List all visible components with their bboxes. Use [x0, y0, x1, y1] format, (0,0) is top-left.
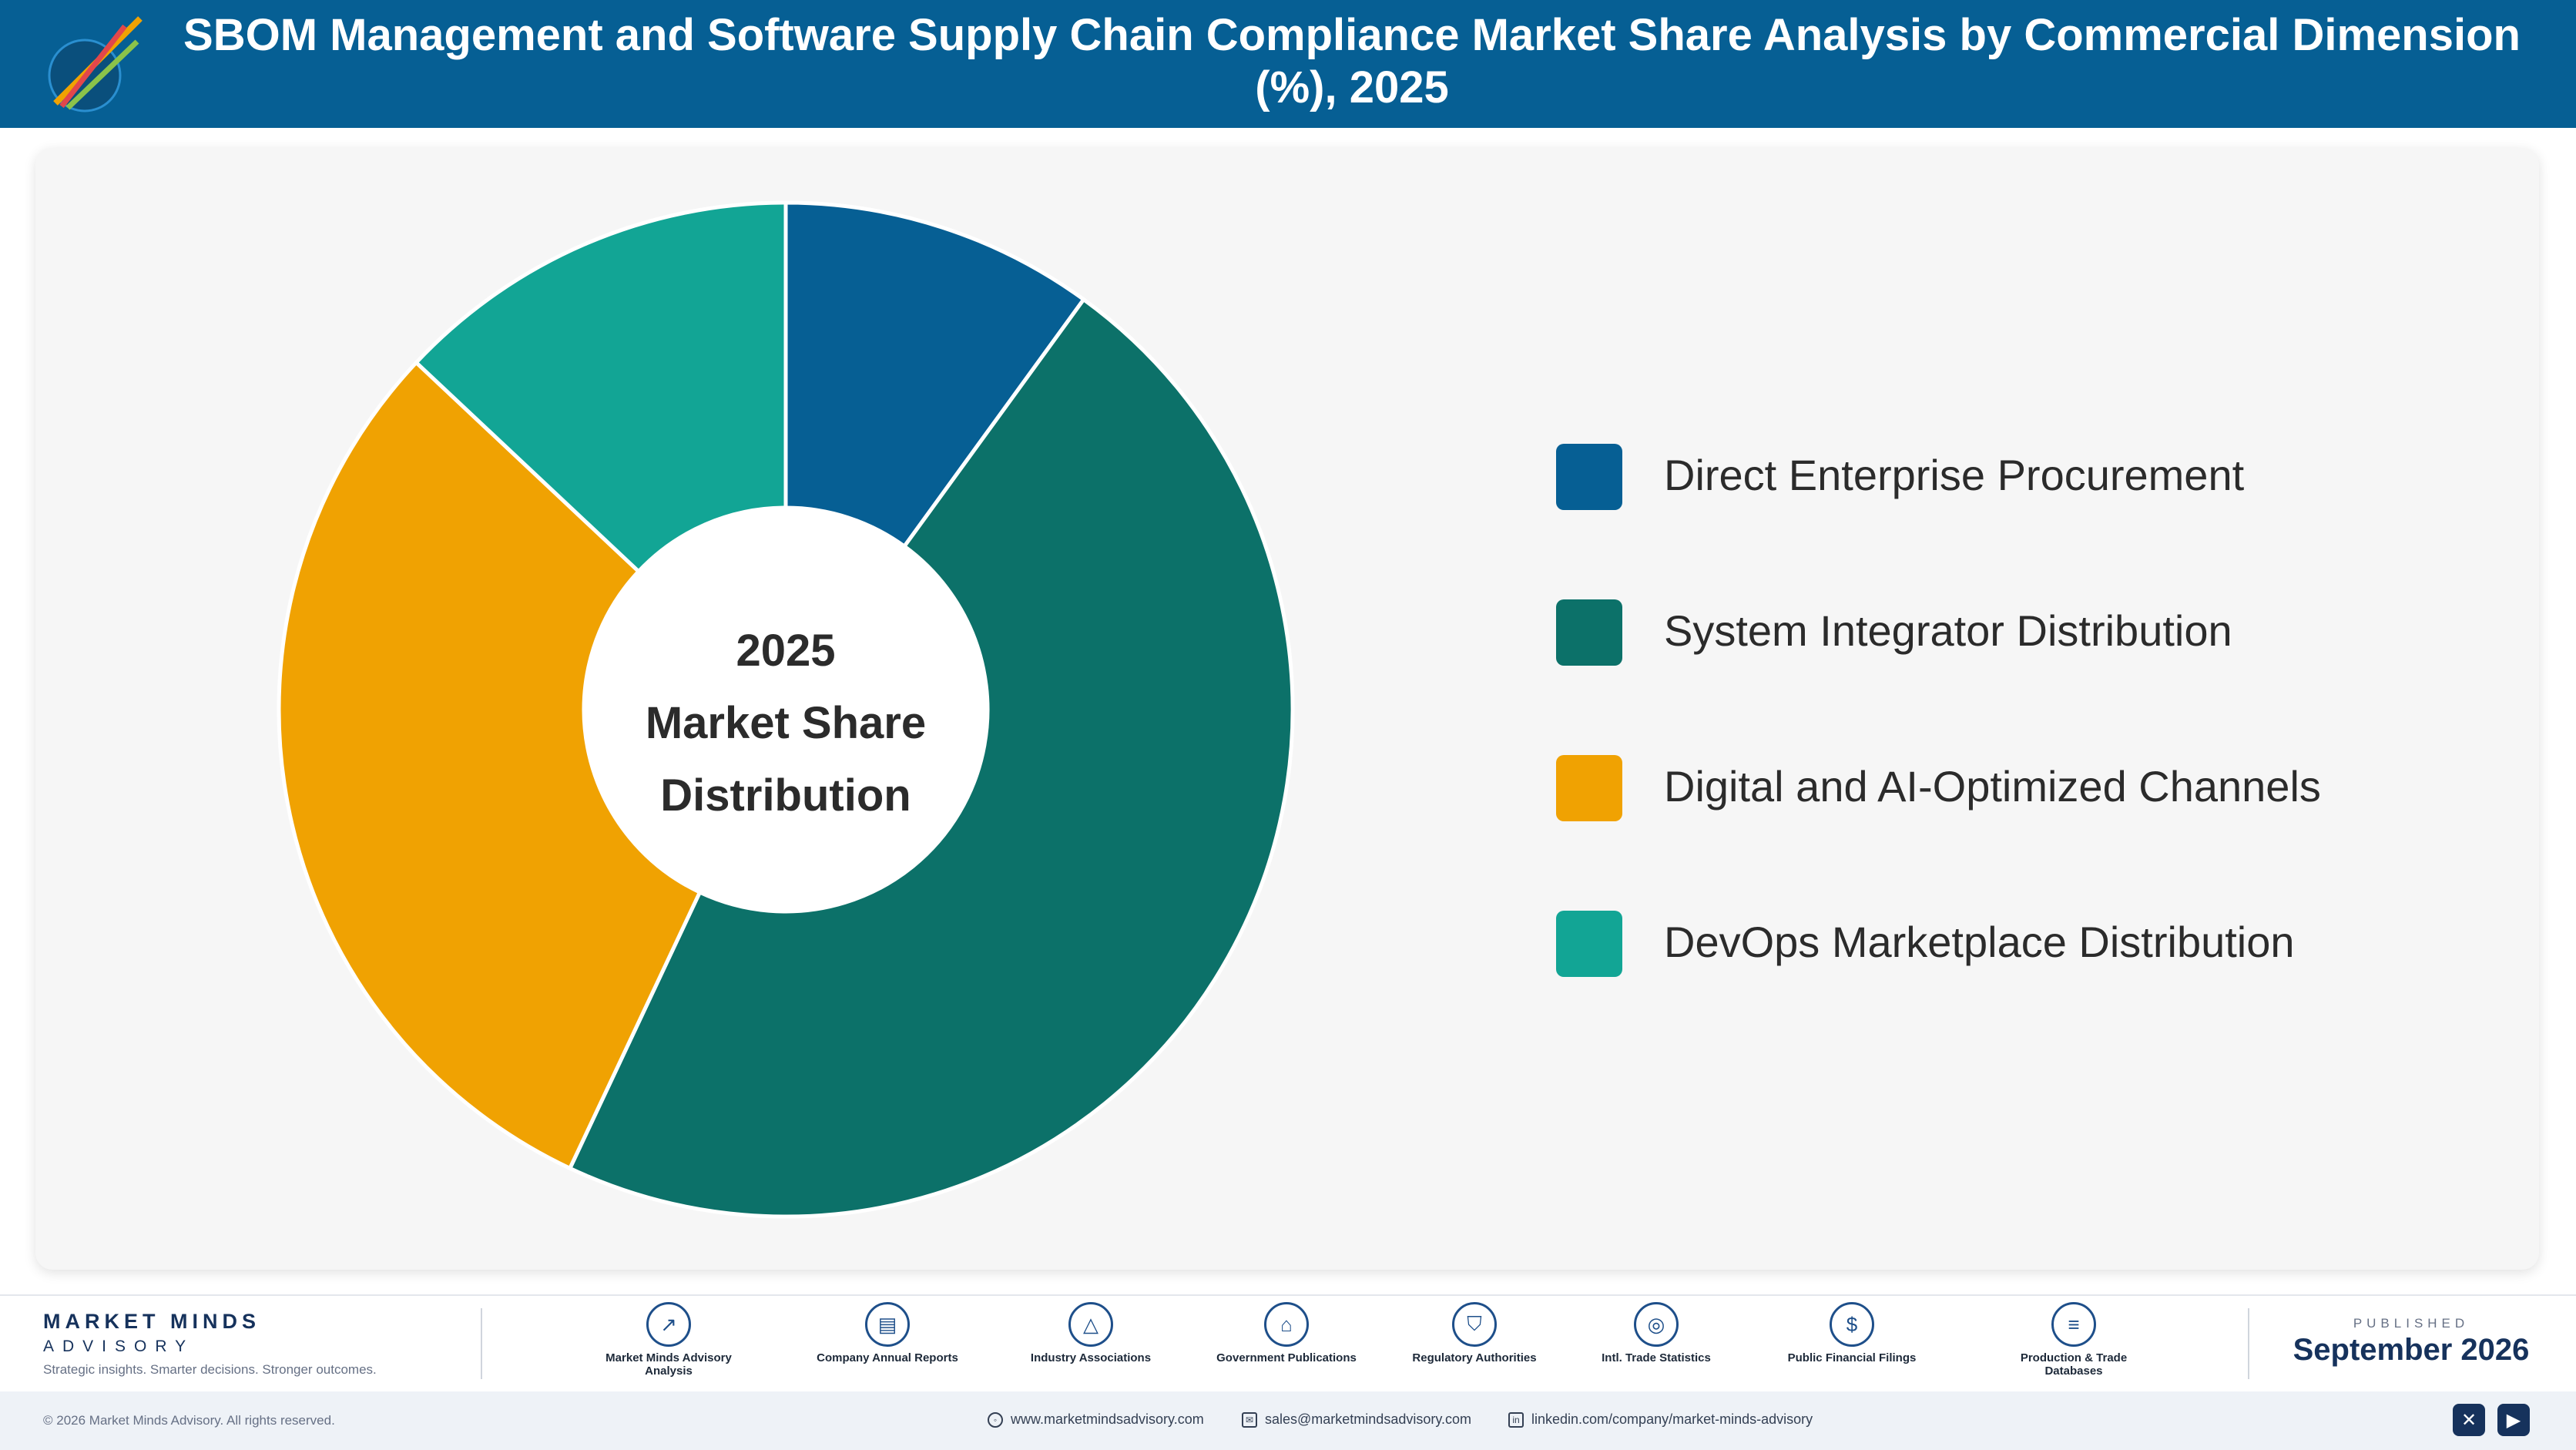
source-label: Intl. Trade Statistics: [1602, 1351, 1711, 1364]
donut-center: [584, 508, 988, 911]
dollar-icon: $: [1830, 1302, 1874, 1347]
legend-item: System Integrator Distribution: [1556, 599, 2232, 666]
trend-icon: ↗: [646, 1302, 691, 1347]
source-label: Public Financial Filings: [1787, 1351, 1917, 1364]
email-link[interactable]: ✉ sales@marketmindsadvisory.com: [1242, 1411, 1471, 1428]
published-label: PUBLISHED: [2353, 1316, 2470, 1331]
brand-subtitle: ADVISORY: [43, 1338, 195, 1355]
source-label: Government Publications: [1216, 1351, 1357, 1364]
legend-swatch: [1556, 444, 1622, 510]
source-item: ▤ Company Annual Reports: [810, 1302, 964, 1364]
divider: [481, 1308, 482, 1379]
mail-icon: ✉: [1242, 1411, 1257, 1428]
brand-tagline: Strategic insights. Smarter decisions. S…: [43, 1362, 377, 1377]
document-icon: ▤: [865, 1302, 910, 1347]
legend-label: Digital and AI-Optimized Channels: [1664, 762, 2321, 811]
source-item: ↗ Market Minds Advisory Analysis: [592, 1302, 746, 1378]
source-label: Industry Associations: [1030, 1351, 1152, 1364]
brand-name: MARKET MINDS: [43, 1310, 260, 1333]
government-icon: ⌂: [1264, 1302, 1309, 1347]
source-item: △ Industry Associations: [1014, 1302, 1168, 1364]
source-item: ◎ Intl. Trade Statistics: [1579, 1302, 1733, 1364]
network-icon: △: [1068, 1302, 1113, 1347]
center-label: Distribution: [660, 770, 911, 821]
published-date: September 2026: [2293, 1333, 2530, 1367]
x-icon: ✕: [2460, 1409, 2477, 1431]
center-label: Market Share: [646, 698, 926, 748]
source-label: Market Minds Advisory Analysis: [605, 1351, 732, 1378]
x-social-button[interactable]: ✕: [2453, 1404, 2485, 1436]
legend-label: DevOps Marketplace Distribution: [1664, 918, 2295, 966]
database-icon: ≡: [2051, 1302, 2096, 1347]
header-bar: SBOM Management and Software Supply Chai…: [0, 0, 2576, 128]
globe-icon: ◦: [988, 1411, 1003, 1428]
legend-label: Direct Enterprise Procurement: [1664, 451, 2245, 499]
linkedin-icon: in: [1508, 1411, 1524, 1428]
legend-swatch: [1556, 755, 1622, 821]
copyright-text: © 2026 Market Minds Advisory. All rights…: [43, 1413, 335, 1428]
legend-item: Digital and AI-Optimized Channels: [1556, 755, 2321, 821]
legend-item: DevOps Marketplace Distribution: [1556, 911, 2295, 977]
shield-icon: ⛉: [1452, 1302, 1497, 1347]
website-text: www.marketmindsadvisory.com: [1011, 1411, 1204, 1427]
website-link[interactable]: ◦ www.marketmindsadvisory.com: [988, 1411, 1204, 1428]
youtube-social-button[interactable]: ▶: [2497, 1404, 2530, 1436]
legend-swatch: [1556, 911, 1622, 977]
email-text: sales@marketmindsadvisory.com: [1265, 1411, 1472, 1427]
divider: [2248, 1308, 2249, 1379]
linkedin-text: linkedin.com/company/market-minds-adviso…: [1531, 1411, 1813, 1427]
page-title: SBOM Management and Software Supply Chai…: [183, 10, 2521, 112]
linkedin-link[interactable]: in linkedin.com/company/market-minds-adv…: [1508, 1411, 1813, 1428]
youtube-icon: ▶: [2506, 1409, 2521, 1431]
source-item: ≡ Production & Trade Databases: [1997, 1302, 2151, 1378]
legend-swatch: [1556, 599, 1622, 666]
legend-item: Direct Enterprise Procurement: [1556, 444, 2245, 510]
globe-icon: ◎: [1634, 1302, 1679, 1347]
source-label: Production & Trade Databases: [2020, 1351, 2128, 1378]
chart-logo-icon: [48, 16, 143, 112]
source-label: Regulatory Authorities: [1412, 1351, 1537, 1364]
footer-bottom-bar: [0, 1391, 2576, 1450]
source-item: $ Public Financial Filings: [1775, 1302, 1929, 1364]
center-label: 2025: [736, 626, 835, 676]
source-item: ⛉ Regulatory Authorities: [1397, 1302, 1551, 1364]
legend-label: System Integrator Distribution: [1664, 606, 2232, 655]
source-label: Company Annual Reports: [817, 1351, 958, 1364]
source-item: ⌂ Government Publications: [1209, 1302, 1363, 1364]
